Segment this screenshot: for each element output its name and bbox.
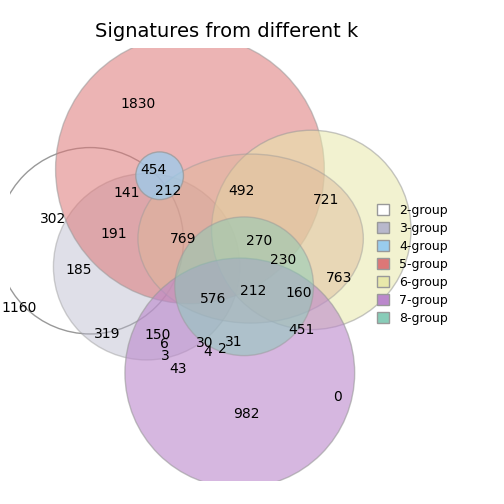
Circle shape <box>53 173 240 360</box>
Text: 230: 230 <box>270 254 296 267</box>
Text: 4: 4 <box>203 345 212 359</box>
Text: 454: 454 <box>140 163 166 177</box>
Text: 212: 212 <box>155 184 181 198</box>
Title: Signatures from different k: Signatures from different k <box>95 22 358 41</box>
Text: 185: 185 <box>66 263 92 277</box>
Circle shape <box>125 258 355 488</box>
Text: 141: 141 <box>113 186 140 200</box>
Text: 43: 43 <box>169 362 187 375</box>
Text: 769: 769 <box>170 232 197 246</box>
Text: 0: 0 <box>333 390 342 404</box>
Text: 30: 30 <box>196 336 213 350</box>
Text: 150: 150 <box>144 328 171 342</box>
Circle shape <box>175 217 313 356</box>
Text: 191: 191 <box>101 227 128 241</box>
Text: 492: 492 <box>229 184 255 198</box>
Circle shape <box>136 152 183 200</box>
Text: 982: 982 <box>233 407 260 421</box>
Text: 302: 302 <box>40 212 67 226</box>
Text: 319: 319 <box>94 327 121 341</box>
Circle shape <box>55 35 325 303</box>
Text: 763: 763 <box>326 272 353 285</box>
Text: 576: 576 <box>200 292 226 306</box>
Text: 721: 721 <box>313 194 340 208</box>
Circle shape <box>212 130 411 330</box>
Text: 2: 2 <box>218 342 227 356</box>
Text: 451: 451 <box>288 324 314 338</box>
Text: 1830: 1830 <box>120 97 156 111</box>
Text: 212: 212 <box>239 284 266 297</box>
Text: 3: 3 <box>161 349 170 363</box>
Text: 6: 6 <box>159 337 168 351</box>
Legend: 2-group, 3-group, 4-group, 5-group, 6-group, 7-group, 8-group: 2-group, 3-group, 4-group, 5-group, 6-gr… <box>372 199 453 330</box>
Text: 1160: 1160 <box>2 301 37 315</box>
Ellipse shape <box>138 154 363 323</box>
Text: 270: 270 <box>246 234 273 248</box>
Text: 31: 31 <box>224 335 242 349</box>
Text: 160: 160 <box>285 286 311 300</box>
